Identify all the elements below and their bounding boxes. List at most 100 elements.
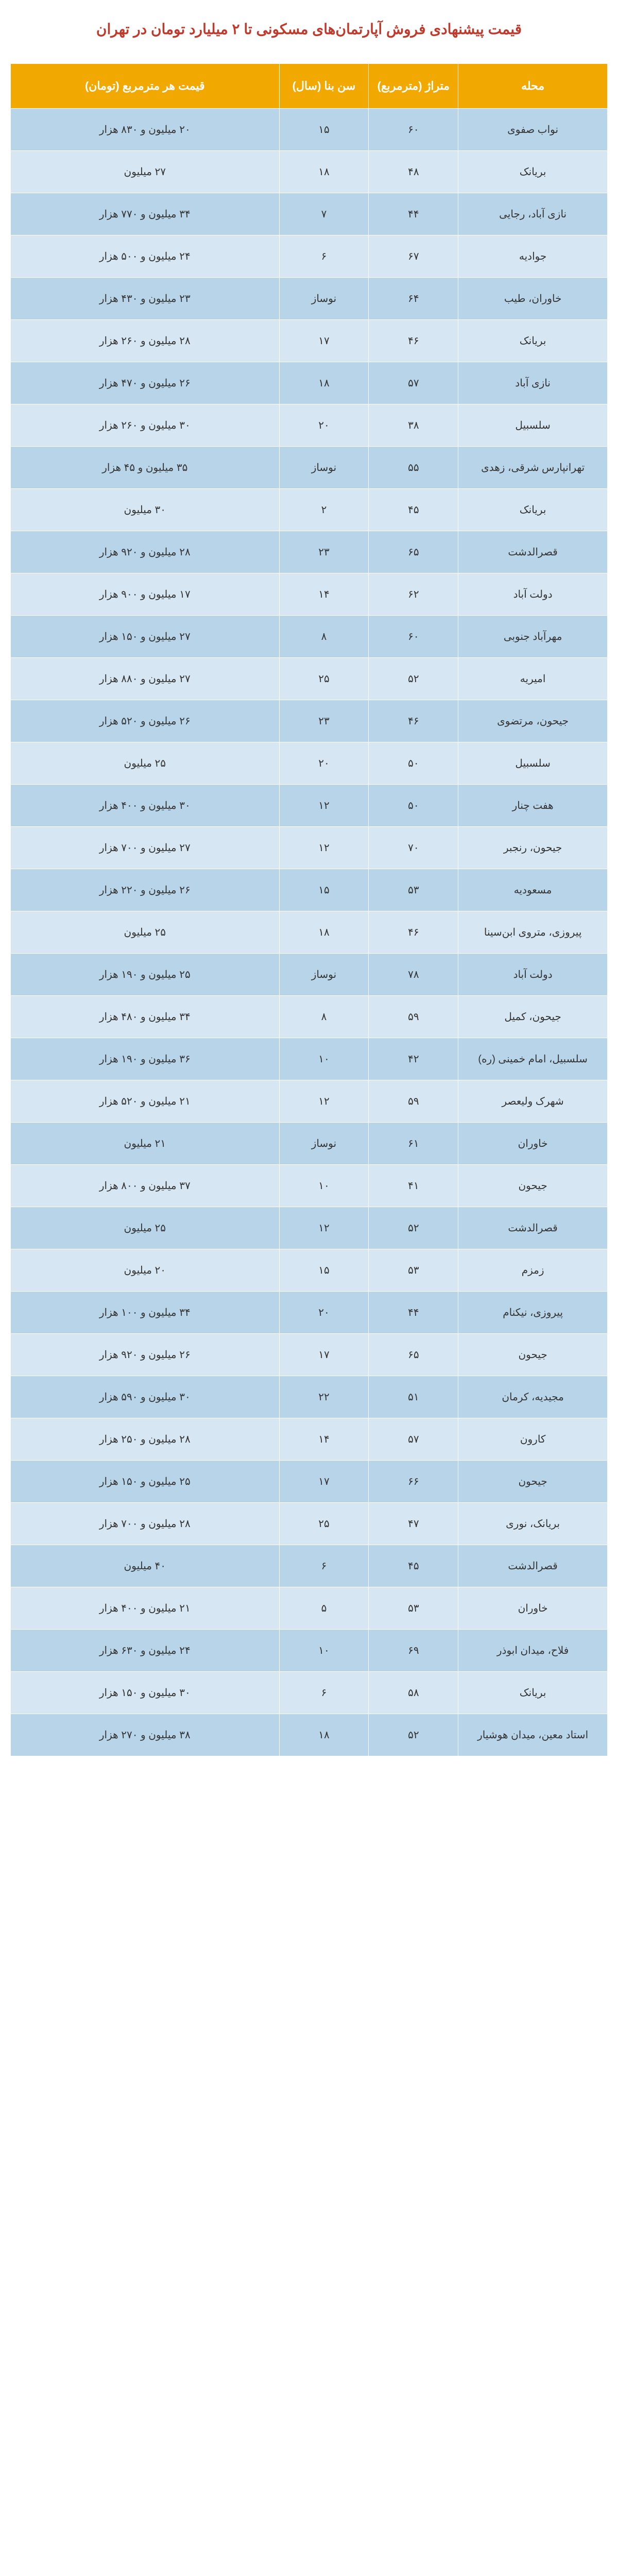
cell-area: ۵۹ [369, 1080, 458, 1123]
cell-neighborhood: تهرانپارس شرقی، زهدی [458, 447, 608, 489]
cell-age: نوساز [279, 954, 369, 996]
cell-price: ۲۰ میلیون [11, 1249, 280, 1292]
cell-area: ۶۰ [369, 616, 458, 658]
cell-price: ۳۵ میلیون و ۴۵ هزار [11, 447, 280, 489]
cell-area: ۵۰ [369, 742, 458, 785]
cell-age: ۱۸ [279, 362, 369, 404]
table-row: بریانک۴۸۱۸۲۷ میلیون [11, 151, 608, 193]
cell-price: ۳۴ میلیون و ۷۷۰ هزار [11, 193, 280, 235]
cell-neighborhood: سلسبیل، امام خمینی (ره) [458, 1038, 608, 1080]
table-row: بریانک۴۶۱۷۲۸ میلیون و ۲۶۰ هزار [11, 320, 608, 362]
cell-area: ۴۲ [369, 1038, 458, 1080]
cell-area: ۵۷ [369, 362, 458, 404]
cell-area: ۴۴ [369, 193, 458, 235]
cell-price: ۳۶ میلیون و ۱۹۰ هزار [11, 1038, 280, 1080]
cell-neighborhood: قصرالدشت [458, 1207, 608, 1249]
cell-neighborhood: شهرک ولیعصر [458, 1080, 608, 1123]
cell-area: ۳۸ [369, 404, 458, 447]
cell-price: ۳۴ میلیون و ۴۸۰ هزار [11, 996, 280, 1038]
cell-price: ۲۶ میلیون و ۵۲۰ هزار [11, 700, 280, 742]
table-row: بریانک، نوری۴۷۲۵۲۸ میلیون و ۷۰۰ هزار [11, 1503, 608, 1545]
cell-neighborhood: پیروزی، نیکنام [458, 1292, 608, 1334]
cell-price: ۲۸ میلیون و ۷۰۰ هزار [11, 1503, 280, 1545]
cell-price: ۳۴ میلیون و ۱۰۰ هزار [11, 1292, 280, 1334]
cell-area: ۶۴ [369, 278, 458, 320]
cell-age: ۱۰ [279, 1630, 369, 1672]
cell-price: ۲۵ میلیون [11, 911, 280, 954]
cell-neighborhood: جیحون، کمیل [458, 996, 608, 1038]
table-row: مسعودیه۵۳۱۵۲۶ میلیون و ۲۲۰ هزار [11, 869, 608, 911]
cell-area: ۵۳ [369, 1249, 458, 1292]
table-row: استاد معین، میدان هوشیار۵۲۱۸۳۸ میلیون و … [11, 1714, 608, 1756]
cell-area: ۴۷ [369, 1503, 458, 1545]
cell-age: ۱۷ [279, 320, 369, 362]
cell-price: ۲۸ میلیون و ۲۵۰ هزار [11, 1418, 280, 1461]
cell-age: نوساز [279, 1123, 369, 1165]
table-row: پیروزی، نیکنام۴۴۲۰۳۴ میلیون و ۱۰۰ هزار [11, 1292, 608, 1334]
table-row: جیحون۶۵۱۷۲۶ میلیون و ۹۲۰ هزار [11, 1334, 608, 1376]
cell-price: ۲۶ میلیون و ۹۲۰ هزار [11, 1334, 280, 1376]
cell-neighborhood: نواب صفوی [458, 109, 608, 151]
cell-neighborhood: بریانک [458, 151, 608, 193]
cell-neighborhood: نازی آباد [458, 362, 608, 404]
cell-age: ۲۰ [279, 1292, 369, 1334]
cell-price: ۲۷ میلیون و ۸۸۰ هزار [11, 658, 280, 700]
cell-price: ۳۰ میلیون و ۵۹۰ هزار [11, 1376, 280, 1418]
cell-price: ۲۵ میلیون و ۱۹۰ هزار [11, 954, 280, 996]
table-row: کارون۵۷۱۴۲۸ میلیون و ۲۵۰ هزار [11, 1418, 608, 1461]
cell-age: ۶ [279, 235, 369, 278]
cell-neighborhood: بریانک [458, 320, 608, 362]
cell-age: ۱۷ [279, 1461, 369, 1503]
cell-age: نوساز [279, 447, 369, 489]
cell-neighborhood: جیحون [458, 1461, 608, 1503]
cell-area: ۶۶ [369, 1461, 458, 1503]
cell-area: ۵۱ [369, 1376, 458, 1418]
cell-neighborhood: جیحون [458, 1334, 608, 1376]
table-row: مهرآباد جنوبی۶۰۸۲۷ میلیون و ۱۵۰ هزار [11, 616, 608, 658]
cell-price: ۲۷ میلیون و ۷۰۰ هزار [11, 827, 280, 869]
cell-price: ۲۰ میلیون و ۸۳۰ هزار [11, 109, 280, 151]
table-row: جیحون۴۱۱۰۳۷ میلیون و ۸۰۰ هزار [11, 1165, 608, 1207]
cell-area: ۶۷ [369, 235, 458, 278]
table-row: جوادیه۶۷۶۲۴ میلیون و ۵۰۰ هزار [11, 235, 608, 278]
cell-area: ۴۱ [369, 1165, 458, 1207]
cell-neighborhood: خاوران [458, 1587, 608, 1630]
cell-area: ۴۵ [369, 1545, 458, 1587]
table-row: تهرانپارس شرقی، زهدی۵۵نوساز۳۵ میلیون و ۴… [11, 447, 608, 489]
cell-area: ۶۵ [369, 531, 458, 573]
cell-area: ۵۷ [369, 1418, 458, 1461]
cell-age: ۱۸ [279, 911, 369, 954]
cell-area: ۵۲ [369, 1207, 458, 1249]
table-row: جیحون، کمیل۵۹۸۳۴ میلیون و ۴۸۰ هزار [11, 996, 608, 1038]
cell-price: ۲۶ میلیون و ۲۲۰ هزار [11, 869, 280, 911]
table-row: زمزم۵۳۱۵۲۰ میلیون [11, 1249, 608, 1292]
cell-area: ۷۰ [369, 827, 458, 869]
cell-neighborhood: خاوران [458, 1123, 608, 1165]
cell-age: ۲۵ [279, 1503, 369, 1545]
header-age: سن بنا (سال) [279, 64, 369, 109]
cell-area: ۴۶ [369, 911, 458, 954]
cell-age: ۱۰ [279, 1038, 369, 1080]
cell-price: ۲۸ میلیون و ۲۶۰ هزار [11, 320, 280, 362]
cell-price: ۲۵ میلیون [11, 1207, 280, 1249]
cell-neighborhood: خاوران، طیب [458, 278, 608, 320]
cell-area: ۵۲ [369, 658, 458, 700]
cell-area: ۵۰ [369, 785, 458, 827]
cell-price: ۲۱ میلیون [11, 1123, 280, 1165]
table-row: سلسبیل، امام خمینی (ره)۴۲۱۰۳۶ میلیون و ۱… [11, 1038, 608, 1080]
cell-price: ۳۷ میلیون و ۸۰۰ هزار [11, 1165, 280, 1207]
cell-neighborhood: بریانک [458, 489, 608, 531]
table-row: بریانک۵۸۶۳۰ میلیون و ۱۵۰ هزار [11, 1672, 608, 1714]
cell-age: ۸ [279, 996, 369, 1038]
cell-neighborhood: بریانک [458, 1672, 608, 1714]
cell-age: ۲ [279, 489, 369, 531]
table-body: نواب صفوی۶۰۱۵۲۰ میلیون و ۸۳۰ هزاربریانک۴… [11, 109, 608, 1756]
cell-neighborhood: مهرآباد جنوبی [458, 616, 608, 658]
cell-age: ۱۸ [279, 151, 369, 193]
cell-age: ۱۴ [279, 573, 369, 616]
table-row: جیحون۶۶۱۷۲۵ میلیون و ۱۵۰ هزار [11, 1461, 608, 1503]
cell-price: ۲۴ میلیون و ۶۳۰ هزار [11, 1630, 280, 1672]
cell-area: ۶۹ [369, 1630, 458, 1672]
cell-price: ۲۵ میلیون [11, 742, 280, 785]
table-row: قصرالدشت۶۵۲۳۲۸ میلیون و ۹۲۰ هزار [11, 531, 608, 573]
